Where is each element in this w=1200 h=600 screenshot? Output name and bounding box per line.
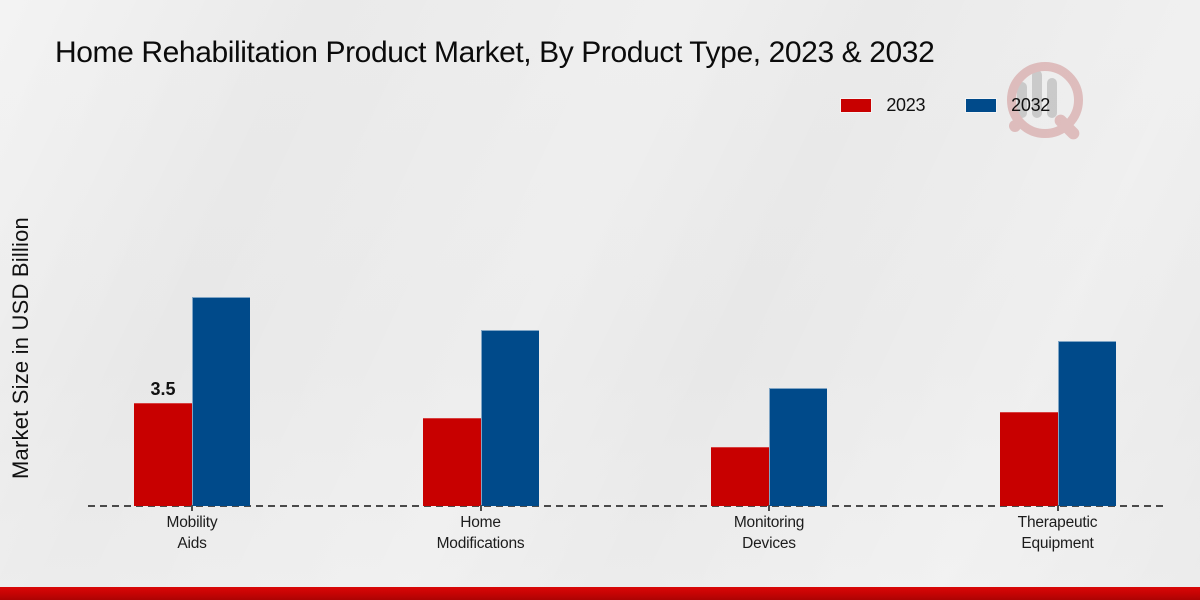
legend: 2023 2032 xyxy=(840,95,1050,116)
bar-2032-home-modifications xyxy=(480,329,539,506)
legend-item-2032: 2032 xyxy=(965,95,1050,116)
bar-2023-home-modifications xyxy=(422,417,481,506)
x-tick-label-home-modifications: Home Modifications xyxy=(436,514,525,552)
legend-swatch-icon xyxy=(840,98,873,113)
watermark-dot-icon xyxy=(1009,120,1021,132)
legend-label: 2032 xyxy=(1011,95,1050,115)
x-axis-tick xyxy=(191,505,193,511)
x-axis-tick xyxy=(479,505,482,511)
x-axis-line xyxy=(88,505,1163,507)
bar-2032-monitoring-devices xyxy=(769,388,827,506)
watermark-magnifier-ring-icon xyxy=(1007,62,1083,138)
x-tick-label-therapeutic-equipment: Therapeutic Equipment xyxy=(1017,514,1098,552)
bar-2023-therapeutic-equipment xyxy=(999,411,1058,506)
bar-2032-mobility-aids xyxy=(192,297,250,506)
legend-label: 2023 xyxy=(886,95,926,115)
chart-title: Home Rehabilitation Product Market, By P… xyxy=(55,36,935,69)
footer-band xyxy=(0,587,1200,600)
x-axis-tick xyxy=(768,505,770,511)
bar-2023-mobility-aids xyxy=(134,403,192,506)
x-axis-tick xyxy=(1056,505,1059,511)
legend-item-2023: 2023 xyxy=(840,95,925,116)
x-tick-label-mobility-aids: Mobility Aids xyxy=(166,514,218,552)
bar-2032-therapeutic-equipment xyxy=(1057,341,1116,506)
legend-swatch-icon xyxy=(965,98,998,113)
bar-2023-monitoring-devices xyxy=(711,447,769,506)
x-tick-label-monitoring-devices: Monitoring Devices xyxy=(733,514,805,552)
watermark-logo xyxy=(995,56,1095,148)
bar-value-label-2023-mobility-aids: 3.5 xyxy=(150,379,176,400)
